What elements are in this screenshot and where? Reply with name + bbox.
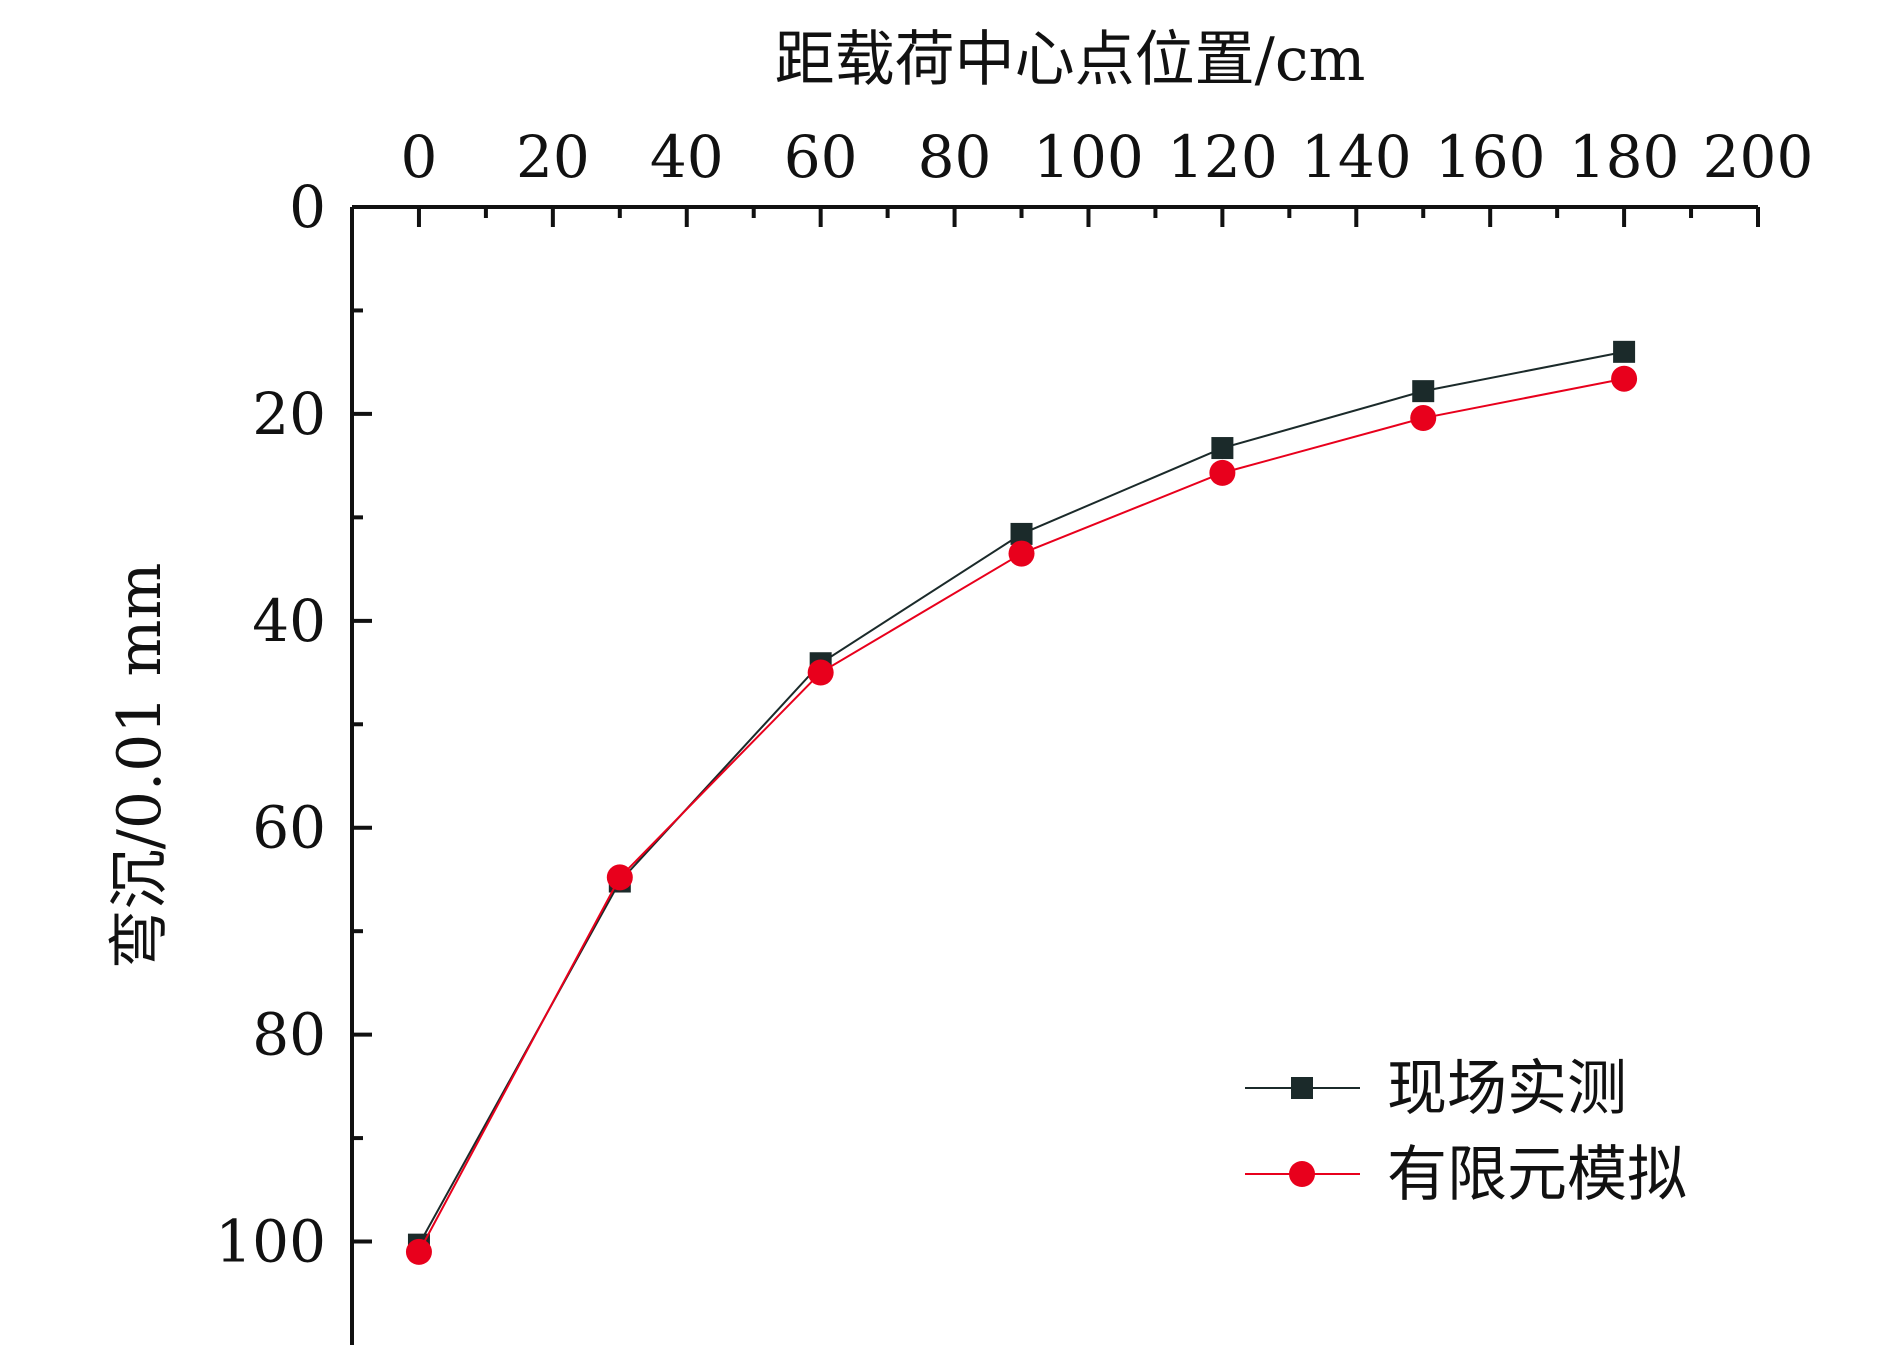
x-tick-label: 200 [1703, 123, 1814, 191]
legend-item: 有限元模拟 [1245, 1140, 1687, 1210]
data-point [1209, 459, 1236, 486]
y-tick-label: 20 [252, 380, 326, 448]
y-tick-label: 100 [215, 1208, 326, 1276]
data-point [1008, 540, 1035, 567]
axes: 0 20 40 60 80 100 120 140 160 180 200 0 20 40 60 80 100 [215, 123, 1813, 1345]
series-layer [405, 340, 1638, 1265]
data-point [1211, 437, 1234, 460]
x-tick-label: 100 [1033, 123, 1144, 191]
x-tick-label: 160 [1435, 123, 1546, 191]
data-point [1613, 340, 1636, 363]
x-axis-title: 距载荷中心点位置/cm [775, 25, 1366, 95]
legend-label: 有限元模拟 [1387, 1140, 1687, 1210]
legend-item: 现场实测 [1245, 1054, 1627, 1124]
data-point [405, 1238, 432, 1265]
legend-marker [1291, 1077, 1313, 1099]
y-tick-label: 60 [252, 794, 326, 862]
x-tick-label: 0 [400, 123, 437, 191]
data-point [807, 659, 834, 686]
y-axis-title: 弯沉/0.01 mm [105, 563, 175, 970]
legend-label: 现场实测 [1387, 1054, 1627, 1124]
x-tick-label: 80 [918, 123, 992, 191]
x-tick-label: 40 [650, 123, 724, 191]
legend-marker [1289, 1161, 1315, 1187]
data-point [606, 864, 633, 891]
x-tick-label: 140 [1301, 123, 1412, 191]
y-tick-label: 80 [252, 1001, 326, 1069]
x-tick-label: 60 [784, 123, 858, 191]
y-tick-label: 40 [252, 587, 326, 655]
y-tick-label: 0 [289, 173, 326, 241]
x-tick-label: 120 [1167, 123, 1278, 191]
data-point [1611, 365, 1638, 392]
series-2 [405, 365, 1638, 1265]
x-tick-label: 180 [1569, 123, 1680, 191]
x-tick-label: 20 [516, 123, 590, 191]
data-point [1010, 522, 1033, 545]
data-point [1412, 380, 1435, 403]
data-point [1410, 405, 1437, 432]
